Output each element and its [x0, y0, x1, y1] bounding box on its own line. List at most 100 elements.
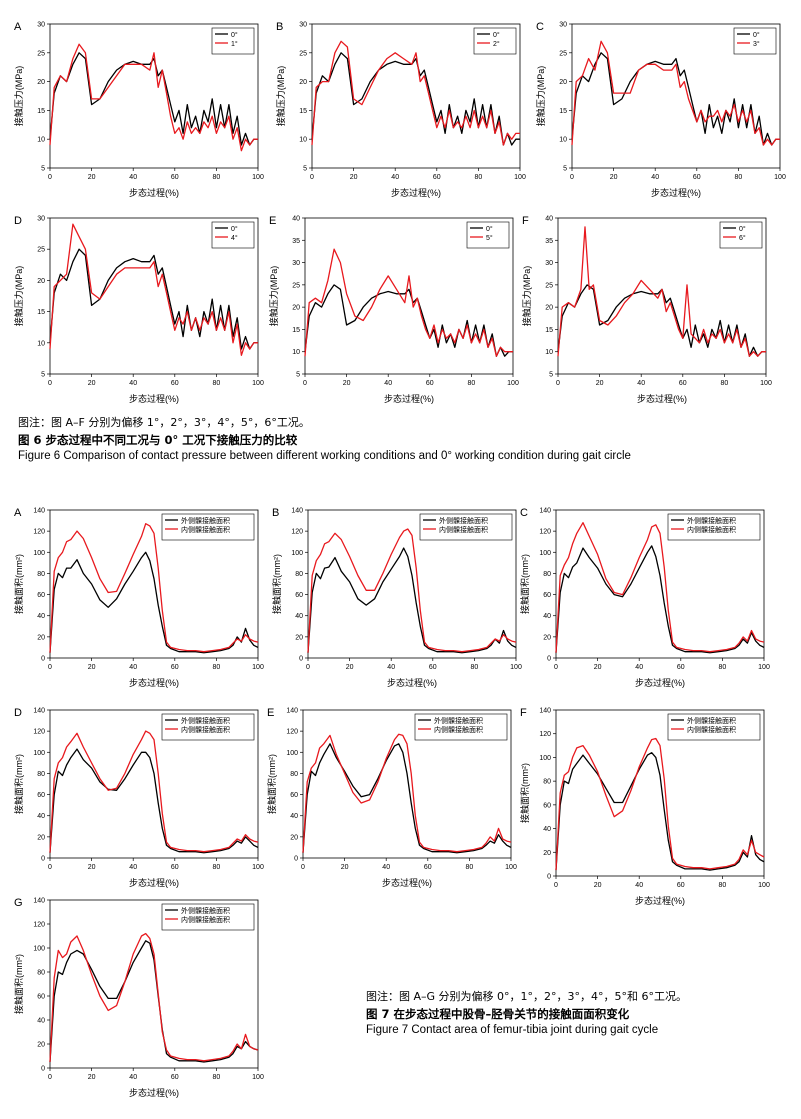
legend-label-1: 6°	[739, 234, 746, 242]
x-tick-label: 40	[129, 1074, 137, 1081]
chart-7D: D 0 20 40 60 80 100 0 20 40 60 80 100 120 140 步态过程(%) 接触…	[10, 700, 266, 892]
y-tick-label: 15	[545, 327, 553, 334]
x-tick-label: 40	[637, 380, 645, 387]
x-axis-label: 步态过程(%)	[635, 677, 685, 688]
y-tick-label: 60	[543, 802, 551, 809]
y-tick-label: 100	[33, 750, 45, 757]
x-axis-label: 步态过程(%)	[129, 393, 179, 404]
plot-frame	[571, 23, 781, 169]
x-axis-label: 步态过程(%)	[129, 187, 179, 198]
y-tick-label: 10	[299, 137, 307, 144]
y-tick-label: 10	[559, 137, 567, 144]
series-line-1	[311, 40, 520, 146]
series-line-0	[49, 248, 258, 350]
y-axis-label: 接触面积(mm²)	[519, 763, 530, 823]
legend-label-0: 0°	[739, 225, 746, 233]
chart-svg: B 0 20 40 60 80 100 0 20 40 60 80 100 120 140 步态过程(%) 接触…	[271, 507, 522, 688]
plot-frame	[307, 509, 517, 659]
y-tick-label: 20	[299, 79, 307, 86]
chart-6A: A 0 20 40 60 80 100 5 10 15 20 25 30 步态过程(%) 接触压力(MPa)…	[10, 14, 266, 202]
x-tick-label: 40	[384, 380, 392, 387]
chart-7E: E 0 20 40 60 80 100 0 20 40 60 80 100 120 140 步态过程(%) 接触…	[263, 700, 519, 892]
y-tick-label: 25	[559, 50, 567, 57]
x-axis-label: 步态过程(%)	[129, 877, 179, 888]
x-tick-label: 40	[635, 882, 643, 889]
y-tick-label: 40	[543, 826, 551, 833]
series-line-0	[49, 748, 259, 854]
y-tick-label: 20	[37, 278, 45, 285]
y-tick-label: 20	[37, 1042, 45, 1049]
x-tick-label: 80	[471, 664, 479, 671]
y-tick-label: 120	[291, 529, 303, 536]
legend-box	[667, 713, 761, 741]
legend-label-0: 外侧髁接触面积	[181, 516, 230, 525]
chart-svg: D 0 20 40 60 80 100 0 20 40 60 80 100 120 140 步态过程(%) 接触…	[13, 707, 264, 888]
y-tick-label: 100	[33, 550, 45, 557]
x-tick-label: 20	[350, 174, 358, 181]
x-axis-label: 步态过程(%)	[129, 677, 179, 688]
series-line-1	[304, 248, 513, 357]
plot-frame	[49, 899, 259, 1069]
y-tick-label: 120	[539, 529, 551, 536]
y-axis-label: 接触面积(mm²)	[519, 554, 530, 614]
panel-label: A	[14, 507, 22, 519]
x-tick-label: 60	[433, 174, 441, 181]
series-line-1	[49, 523, 259, 653]
legend-label-1: 5°	[486, 234, 493, 242]
y-axis-label: 接触面积(mm²)	[266, 754, 277, 814]
plot-frame	[49, 23, 259, 169]
x-tick-label: 80	[213, 174, 221, 181]
x-tick-label: 40	[635, 664, 643, 671]
x-axis-label: 步态过程(%)	[391, 187, 441, 198]
legend-label-0: 外侧髁接触面积	[687, 716, 736, 725]
x-tick-label: 100	[774, 174, 786, 181]
chart-svg: A 0 20 40 60 80 100 5 10 15 20 25 30 步态过程(%) 接触压力(MPa)…	[13, 21, 264, 198]
x-axis-label: 步态过程(%)	[651, 187, 701, 198]
chart-svg: C 0 20 40 60 80 100 0 20 40 60 80 100 120 140 步态过程(%) 接触…	[519, 507, 770, 688]
chart-svg: C 0 20 40 60 80 100 5 10 15 20 25 30 步态过程(%) 接触压力(MPa)…	[535, 21, 786, 198]
y-tick-label: 20	[37, 79, 45, 86]
x-tick-label: 0	[556, 380, 560, 387]
y-tick-label: 80	[543, 779, 551, 786]
y-tick-label: 80	[37, 771, 45, 778]
x-tick-label: 0	[301, 864, 305, 871]
x-axis-label: 步态过程(%)	[382, 877, 432, 888]
x-tick-label: 20	[88, 1074, 96, 1081]
legend-label-1: 内侧髁接触面积	[181, 525, 230, 534]
x-tick-label: 40	[129, 864, 137, 871]
y-tick-label: 20	[559, 79, 567, 86]
x-tick-label: 80	[719, 664, 727, 671]
y-tick-label: 20	[37, 634, 45, 641]
legend-box	[211, 27, 255, 55]
legend-label-1: 1°	[231, 40, 238, 48]
y-tick-label: 20	[545, 305, 553, 312]
y-tick-label: 40	[290, 813, 298, 820]
x-tick-label: 60	[693, 174, 701, 181]
series-line-0	[49, 551, 259, 654]
y-tick-label: 40	[37, 1018, 45, 1025]
x-axis-label: 步态过程(%)	[129, 1087, 179, 1098]
legend-box	[667, 513, 761, 541]
chart-6B: B 0 20 40 60 80 100 5 10 15 20 25 30 步态过程(%) 接触压力(MPa)…	[272, 14, 528, 202]
y-tick-label: 15	[559, 108, 567, 115]
y-tick-label: 35	[292, 238, 300, 245]
y-tick-label: 80	[37, 970, 45, 977]
series-line-1	[557, 226, 766, 357]
y-tick-label: 140	[539, 708, 551, 715]
chart-6C: C 0 20 40 60 80 100 5 10 15 20 25 30 步态过程(%) 接触压力(MPa)…	[532, 14, 788, 202]
legend-box	[211, 221, 255, 249]
x-tick-label: 100	[760, 380, 772, 387]
panel-label: D	[14, 707, 22, 719]
y-tick-label: 40	[292, 216, 300, 223]
chart-svg: A 0 20 40 60 80 100 0 20 40 60 80 100 120 140 步态过程(%) 接触…	[13, 507, 264, 688]
legend-label-0: 0°	[493, 31, 500, 39]
chart-6F: F 0 20 40 60 80 100 5 10 15 20 25 30 35 40 步态过程(%) 接触压力(…	[518, 208, 774, 408]
x-tick-label: 0	[554, 664, 558, 671]
series-line-0	[557, 284, 766, 357]
y-tick-label: 140	[33, 898, 45, 905]
y-tick-label: 25	[292, 282, 300, 289]
plot-frame	[302, 709, 512, 859]
y-tick-label: 140	[33, 508, 45, 515]
series-line-1	[307, 528, 517, 653]
y-tick-label: 30	[37, 22, 45, 29]
